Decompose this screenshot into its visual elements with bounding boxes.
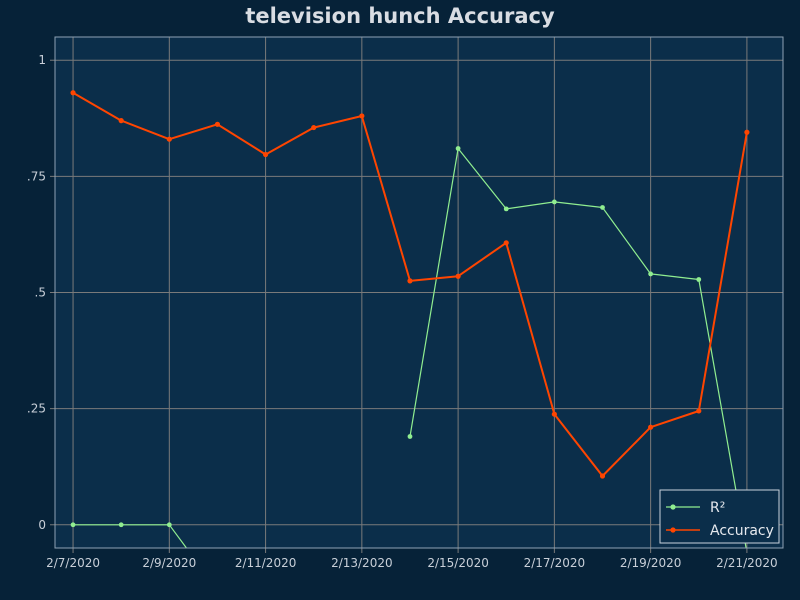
accuracy-data-point: [214, 121, 221, 127]
x-tick-label: 2/15/2020: [427, 556, 489, 570]
chart-title: television hunch Accuracy: [245, 4, 555, 28]
accuracy-data-point: [599, 473, 606, 479]
accuracy-data-point: [118, 118, 124, 124]
accuracy-data-point: [648, 424, 654, 430]
accuracy-data-point: [311, 124, 317, 131]
r2-series-line: [73, 524, 188, 548]
r2-data-point: [648, 271, 654, 277]
y-tick-label: 1: [38, 53, 46, 67]
r2-data-point: [600, 205, 605, 210]
legend-accuracy-label: Accuracy: [710, 523, 774, 539]
legend-accuracy-marker: [670, 527, 676, 533]
accuracy-data-point: [455, 273, 461, 279]
plot-border: [54, 36, 784, 549]
r2-data-point: [215, 587, 220, 592]
r2-data-point: [551, 199, 557, 205]
x-tick-label: 2/11/2020: [235, 556, 297, 570]
x-tick-label: 2/9/2020: [142, 556, 196, 570]
x-tick-label: 2/21/2020: [716, 556, 778, 570]
accuracy-data-point: [166, 136, 172, 142]
r2-series-line: [409, 147, 747, 548]
r2-data-point: [455, 146, 461, 151]
x-tick-label: 2/7/2020: [46, 556, 100, 570]
legend-r2-marker: [670, 504, 676, 510]
r2-data-point: [118, 522, 124, 528]
x-tick-label: 2/19/2020: [620, 556, 682, 570]
y-tick-label: .25: [27, 402, 46, 416]
legend-box: [659, 489, 780, 544]
accuracy-data-point: [503, 240, 509, 246]
accuracy-data-point: [744, 129, 750, 135]
accuracy-data-point: [407, 278, 413, 284]
r2-data-point: [407, 434, 413, 439]
accuracy-data-point: [551, 411, 557, 417]
accuracy-data-point: [70, 90, 76, 96]
accuracy-data-point: [262, 151, 269, 158]
y-tick-label: 0: [38, 518, 46, 532]
x-tick-label: 2/17/2020: [524, 556, 586, 570]
y-tick-label: .75: [27, 169, 46, 183]
r2-data-point: [503, 206, 509, 212]
legend-r2-label: R²: [710, 500, 725, 516]
r2-data-point: [70, 522, 76, 528]
legend: R² Accuracy: [659, 489, 780, 544]
accuracy-data-point: [359, 113, 365, 119]
series-group: [70, 90, 750, 592]
x-tick-label: 2/13/2020: [331, 556, 393, 570]
r2-data-point: [696, 277, 702, 282]
y-tick-label: .5: [35, 286, 46, 300]
accuracy-data-point: [696, 408, 702, 414]
r2-data-point: [166, 522, 172, 528]
